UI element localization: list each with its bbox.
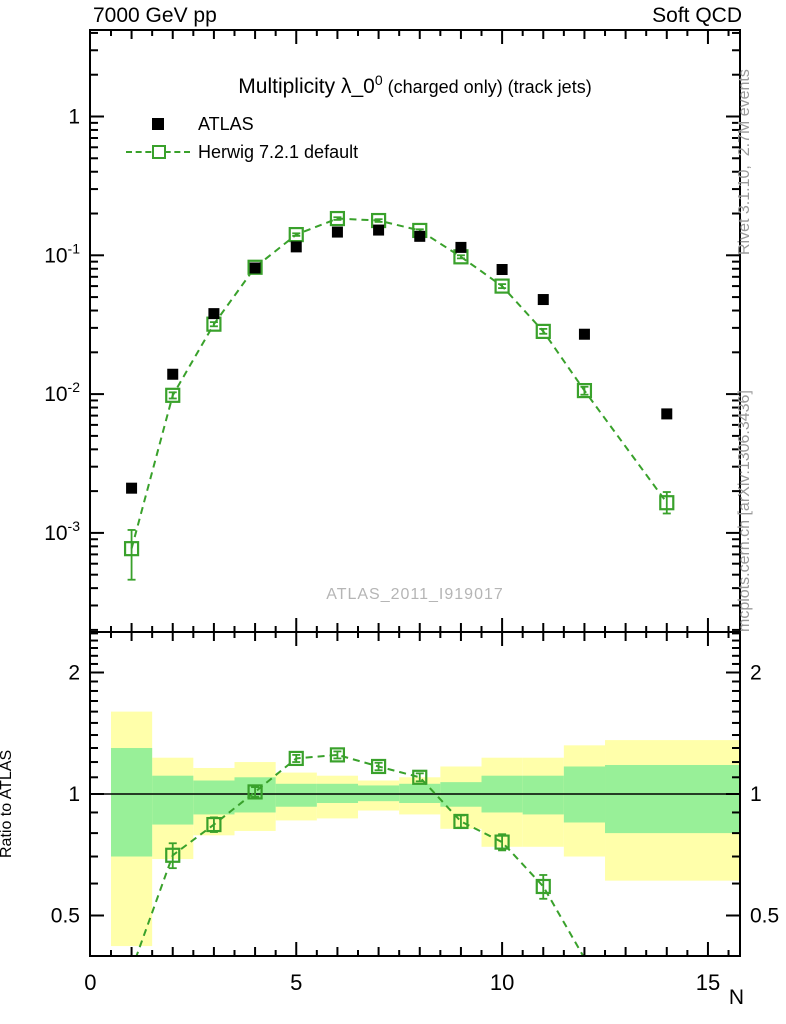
y-tick-label-main: 1 xyxy=(68,106,80,129)
legend-label-herwig: Herwig 7.2.1 default xyxy=(198,141,359,162)
axis-tick-labels: 1 10-1 10-2 10-3 2 2 1 1 0.5 0.5 0 5 10 15 xyxy=(44,106,779,996)
open-square-icon xyxy=(152,145,166,159)
y-tick-label-ratio-left: 1 xyxy=(68,783,80,806)
legend: ATLAS Herwig 7.2.1 default xyxy=(126,110,358,166)
ratio-uncertainty-bands xyxy=(110,711,740,947)
x-tick-label: 0 xyxy=(84,970,96,995)
band-green xyxy=(522,775,564,815)
y-tick-label-ratio-right: 0.5 xyxy=(750,904,779,927)
atlas-point xyxy=(126,482,138,494)
x-tick-label: 10 xyxy=(490,970,514,995)
ratio-axis-title: Ratio to ATLAS xyxy=(0,749,15,858)
herwig-ratio-point xyxy=(453,813,469,830)
axis-ticks xyxy=(90,30,740,956)
atlas-point xyxy=(249,262,261,274)
herwig-ratio-point xyxy=(329,747,346,763)
y-tick-label-main: 10-3 xyxy=(44,518,80,545)
herwig-point xyxy=(165,387,181,403)
y-tick-label-ratio-left: 2 xyxy=(68,662,80,685)
legend-item-atlas: ATLAS xyxy=(126,110,358,138)
atlas-marker-sample xyxy=(126,115,190,133)
plot-title-superscript: 0 xyxy=(374,72,383,88)
legend-label-atlas: ATLAS xyxy=(198,113,254,134)
herwig-ratio-point xyxy=(206,816,222,833)
atlas-point xyxy=(167,368,179,380)
herwig-ratio-point xyxy=(165,847,181,863)
atlas-point xyxy=(578,328,590,340)
atlas-point xyxy=(496,264,508,276)
herwig-point xyxy=(494,278,510,294)
herwig-point xyxy=(288,226,304,243)
legend-item-herwig: Herwig 7.2.1 default xyxy=(126,138,358,166)
y-tick-label-main: 10-2 xyxy=(44,379,80,406)
atlas-point xyxy=(373,224,385,236)
atlas-point xyxy=(290,241,302,253)
plot-title: Multiplicity λ_00 (charged only) (track … xyxy=(90,68,740,99)
band-green xyxy=(152,775,194,825)
analysis-id-watermark: ATLAS_2011_I919017 xyxy=(326,586,504,603)
atlas-point xyxy=(208,308,220,320)
x-axis-title: N xyxy=(728,986,744,1009)
herwig-point xyxy=(329,210,346,227)
y-tick-label-ratio-right: 1 xyxy=(750,783,762,806)
herwig-point xyxy=(206,316,222,332)
mcplots-arxiv-note: mcplots.cern.ch [arXiv:1306.3436] xyxy=(736,390,753,632)
herwig-ratio-point xyxy=(412,769,428,785)
x-tick-label: 15 xyxy=(696,970,720,995)
beam-energy-label: 7000 GeV pp xyxy=(93,4,217,27)
plot-title-qualifier: (charged only) (track jets) xyxy=(382,77,592,97)
atlas-point xyxy=(537,294,549,306)
rivet-version-note: Rivet 3.1.10, 2.7M events xyxy=(736,69,753,255)
plot-title-main: Multiplicity λ_0 xyxy=(238,75,375,98)
herwig-point xyxy=(576,382,593,399)
herwig-main-points xyxy=(123,210,675,581)
y-tick-label-main: 10-1 xyxy=(44,240,80,267)
herwig-ratio-point xyxy=(494,834,510,850)
herwig-point xyxy=(247,259,263,275)
herwig-ratio-point xyxy=(288,750,304,767)
atlas-point xyxy=(414,230,426,242)
process-group-label: Soft QCD xyxy=(652,4,742,27)
atlas-point xyxy=(455,241,467,253)
band-green xyxy=(275,783,317,807)
x-tick-label: 5 xyxy=(290,970,302,995)
atlas-point xyxy=(331,226,343,238)
herwig-point xyxy=(123,541,140,557)
atlas-main-points xyxy=(126,224,673,494)
y-tick-label-ratio-left: 0.5 xyxy=(51,904,80,927)
herwig-point xyxy=(535,323,551,339)
band-green xyxy=(605,764,740,834)
band-green xyxy=(193,780,235,815)
y-tick-label-ratio-right: 2 xyxy=(750,662,762,685)
herwig-point xyxy=(659,495,675,511)
herwig-ratio-points xyxy=(165,747,551,900)
herwig-ratio-point xyxy=(370,758,387,775)
filled-square-icon xyxy=(152,118,164,130)
herwig-marker-sample xyxy=(126,143,190,161)
herwig-ratio-point xyxy=(247,784,263,800)
atlas-point xyxy=(661,408,673,420)
herwig-ratio-point xyxy=(535,878,551,895)
band-green xyxy=(110,748,153,857)
